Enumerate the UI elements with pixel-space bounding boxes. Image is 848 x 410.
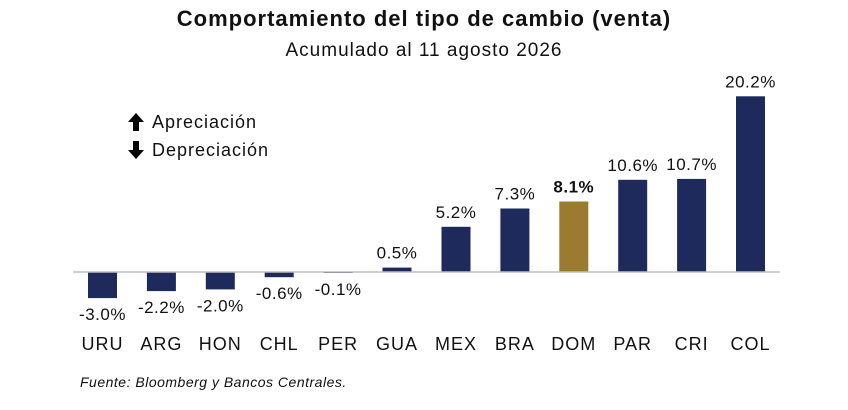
value-label-dom: 8.1% — [553, 178, 594, 197]
bars-group — [88, 96, 765, 299]
category-label-uru: URU — [82, 334, 124, 354]
bar-mex — [441, 226, 471, 272]
value-label-hon: -2.0% — [197, 296, 244, 315]
chart-subtitle: Acumulado al 11 agosto 2026 — [285, 40, 563, 61]
bar-par — [618, 179, 648, 272]
legend-label-depreciacion: Depreciación — [152, 139, 270, 160]
category-label-per: PER — [318, 334, 358, 354]
bar-chl — [264, 272, 294, 278]
value-label-uru: -3.0% — [79, 305, 126, 324]
bar-cri — [677, 178, 707, 272]
category-label-col: COL — [730, 334, 770, 354]
category-labels-group: URU ARG HON CHL PER GUA MEX BRA DOM PAR CRI COL — [82, 334, 770, 354]
value-label-col: 20.2% — [725, 72, 776, 91]
source-note: Fuente: Bloomberg y Bancos Centrales. — [80, 374, 347, 390]
category-label-par: PAR — [613, 334, 652, 354]
legend-item-apreciacion: Apreciación — [128, 108, 269, 136]
category-label-gua: GUA — [376, 334, 418, 354]
value-label-par: 10.6% — [607, 156, 658, 175]
bar-uru — [88, 272, 117, 299]
category-label-arg: ARG — [140, 334, 182, 354]
category-label-hon: HON — [199, 334, 242, 354]
bar-bra — [500, 208, 530, 272]
legend: Apreciación Depreciación — [128, 108, 269, 164]
category-label-dom: DOM — [551, 334, 596, 354]
chart-title: Comportamiento del tipo de cambio (venta… — [176, 6, 672, 31]
category-label-mex: MEX — [435, 334, 477, 354]
arrow-down-icon — [128, 141, 144, 159]
bar-hon — [205, 272, 235, 290]
value-label-gua: 0.5% — [377, 244, 418, 263]
value-label-arg: -2.2% — [138, 298, 185, 317]
value-label-bra: 7.3% — [495, 185, 536, 204]
value-label-chl: -0.6% — [256, 284, 303, 303]
bar-col — [736, 96, 765, 272]
bar-dom — [559, 201, 589, 272]
category-label-cri: CRI — [675, 334, 709, 354]
arrow-up-icon — [128, 113, 144, 131]
value-label-mex: 5.2% — [436, 203, 477, 222]
legend-item-depreciacion: Depreciación — [128, 136, 269, 164]
bar-gua — [382, 267, 412, 272]
legend-label-apreciacion: Apreciación — [152, 111, 258, 132]
bar-arg — [146, 272, 176, 292]
category-label-chl: CHL — [260, 334, 299, 354]
category-label-bra: BRA — [495, 334, 535, 354]
value-label-cri: 10.7% — [666, 155, 717, 174]
value-label-per: -0.1% — [315, 280, 362, 299]
value-labels-group: -3.0% -2.2% -2.0% -0.6% -0.1% 0.5% 5.2% 7.3% 8.1… — [79, 72, 776, 324]
